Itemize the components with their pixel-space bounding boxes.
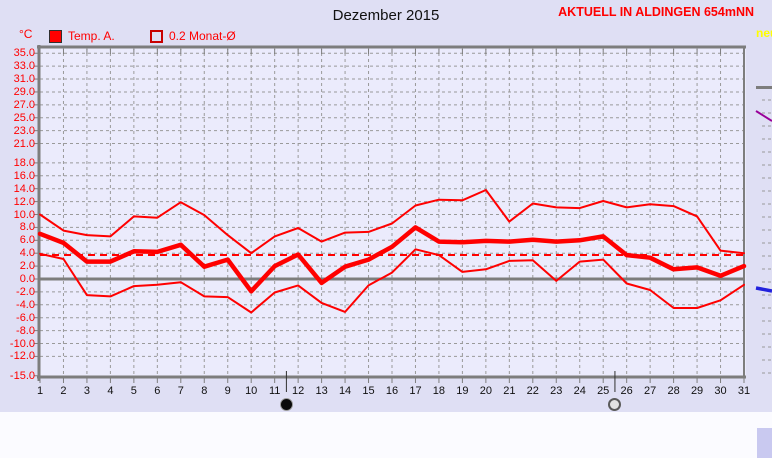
x-axis-label: 10: [245, 385, 258, 397]
y-axis-label: 33.0: [13, 60, 35, 73]
x-axis-label: 30: [714, 385, 727, 397]
x-axis-label: 24: [573, 385, 586, 397]
adjacent-frame-sliver: [756, 86, 772, 89]
x-axis-label: 3: [83, 385, 90, 397]
x-axis-label: 19: [456, 385, 469, 397]
x-axis-label: 11: [268, 385, 281, 397]
full-moon-marker-icon: [608, 398, 622, 411]
adjacent-panel-label: neu: [756, 26, 772, 40]
x-axis-label: 18: [432, 385, 446, 397]
x-axis-label: 29: [690, 385, 704, 397]
y-axis-label: 0.0: [19, 273, 35, 285]
x-axis-label: 7: [177, 385, 184, 397]
page-title: Dezember 2015: [332, 7, 440, 24]
x-axis-label: 27: [644, 385, 657, 397]
legend-temp-label: Temp. A.: [68, 29, 115, 43]
x-axis-label: 17: [409, 385, 422, 397]
y-axis-label: -6.0: [16, 311, 35, 324]
x-axis-label: 14: [338, 385, 352, 397]
y-axis-label: 12.0: [13, 195, 35, 208]
adjacent-blue-line: [755, 286, 772, 293]
temp-mean-line: [37, 225, 747, 294]
y-axis-unit-label: °C: [19, 27, 33, 41]
x-axis-label: 28: [667, 385, 680, 397]
legend-monthly-avg-label: 0.2 Monat-Ø: [169, 29, 236, 43]
y-axis-label: 18.0: [13, 156, 35, 169]
x-axis-label: 6: [154, 385, 161, 397]
y-axis-label: 8.0: [19, 221, 35, 234]
y-axis-label: -15.0: [9, 369, 35, 382]
x-axis-label: 9: [224, 385, 231, 397]
temp-min-line: [39, 248, 745, 314]
x-axis-label: 25: [597, 385, 610, 397]
x-axis-label: 16: [385, 385, 399, 397]
station-banner: AKTUELL IN ALDINGEN 654mNN: [558, 5, 754, 19]
x-axis-label: 8: [201, 385, 208, 397]
y-axis-label: 23.0: [13, 124, 35, 137]
summary-table: Temp. A. Helligkeit MinWert °C 10.12. 05…: [0, 412, 772, 458]
x-axis-label: 15: [362, 385, 375, 397]
x-axis-label: 21: [503, 385, 516, 397]
y-axis-label: -12.0: [9, 350, 35, 363]
y-axis-label: 31.0: [13, 73, 35, 86]
y-axis-label: 29.0: [13, 85, 35, 98]
y-axis-label: 35.0: [13, 47, 35, 60]
x-axis-label: 2: [60, 385, 67, 397]
y-axis-label: 14.0: [13, 182, 35, 195]
temp-series-swatch-icon: [49, 29, 62, 43]
new-moon-marker-icon: [279, 398, 293, 411]
x-axis-label: 23: [550, 385, 563, 397]
x-axis-label: 13: [315, 385, 328, 397]
y-axis-label: 25.0: [13, 111, 35, 124]
y-axis-label: 21.0: [13, 137, 35, 150]
x-axis-label: 31: [737, 385, 751, 397]
legend-monthly-avg: 0.2 Monat-Ø: [150, 29, 236, 43]
y-axis-label: -10.0: [9, 337, 35, 350]
x-axis-label: 5: [130, 385, 137, 397]
y-axis-label: -2.0: [16, 285, 35, 298]
x-axis-label: 1: [36, 385, 44, 397]
x-axis-label: 12: [292, 385, 305, 397]
adjacent-panel-table-sliver: [757, 428, 772, 458]
y-axis-label: 4.0: [19, 247, 35, 260]
x-axis-label: 4: [107, 385, 114, 397]
x-axis-label: 26: [620, 385, 633, 397]
y-axis-label: -4.0: [16, 298, 35, 311]
x-axis-label: 20: [479, 385, 492, 397]
y-axis-label: 27.0: [13, 98, 35, 111]
y-axis-label: 6.0: [19, 234, 35, 247]
y-axis-label: 16.0: [13, 169, 35, 182]
temp-max-line: [39, 189, 745, 255]
y-axis-label: 2.0: [19, 260, 35, 273]
legend-temp: Temp. A.: [49, 29, 115, 43]
x-axis-label: 22: [526, 385, 539, 397]
y-axis-label: 10.0: [13, 208, 35, 221]
adjacent-purple-line: [755, 110, 772, 122]
y-axis-label: -8.0: [16, 324, 35, 337]
monthly-avg-swatch-icon: [150, 29, 163, 43]
